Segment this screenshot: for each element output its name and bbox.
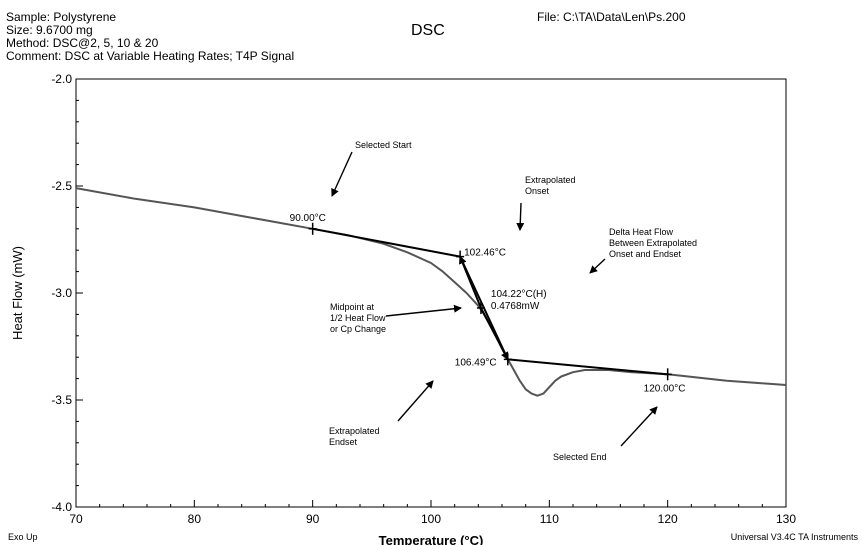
annotation-arrow <box>516 202 525 231</box>
annotation-text: or Cp Change <box>330 324 386 334</box>
x-axis-label: Temperature (°C) <box>379 533 484 545</box>
comment-label: Comment: DSC at Variable Heating Rates; … <box>6 49 295 63</box>
annotation-text: Between Extrapolated <box>609 238 697 248</box>
annotation-text: Selected End <box>553 452 607 462</box>
annotation-text: Delta Heat Flow <box>609 227 674 237</box>
x-tick-label: 130 <box>776 512 796 526</box>
annotation-text: Onset <box>525 186 550 196</box>
y-tick-label: -3.5 <box>51 393 72 407</box>
annotation-text: Onset and Endset <box>609 249 682 259</box>
annotation-arrow <box>331 151 353 197</box>
value-label: 106.49°C <box>455 357 497 368</box>
x-tick-label: 70 <box>69 512 83 526</box>
x-tick-label: 90 <box>306 512 320 526</box>
chart-title: DSC <box>411 22 445 39</box>
y-tick-label: -2.5 <box>51 179 72 193</box>
annotation-text: Extrapolated <box>329 426 380 436</box>
value-label: 90.00°C <box>290 213 326 224</box>
tangent-line <box>507 358 668 376</box>
size-label: Size: 9.6700 mg <box>6 23 93 37</box>
onset-arrow <box>459 255 482 309</box>
x-tick-label: 80 <box>188 512 202 526</box>
annotation-arrow <box>385 304 462 317</box>
x-tick-label: 100 <box>421 512 441 526</box>
value-label: 120.00°C <box>644 383 686 394</box>
sample-label: Sample: Polystyrene <box>6 10 117 24</box>
software-label: Universal V3.4C TA Instruments <box>731 532 859 542</box>
value-label: 0.4768mW <box>491 301 540 312</box>
y-axis-label: Heat Flow (mW) <box>10 246 25 340</box>
annotation-text: Selected Start <box>355 140 412 150</box>
annotation-text: Endset <box>329 437 358 447</box>
plot-frame <box>75 78 787 508</box>
annotation-arrow <box>589 258 606 274</box>
x-tick-label: 110 <box>540 512 559 526</box>
annotation-arrow <box>397 380 434 422</box>
y-tick-label: -2.0 <box>51 72 72 86</box>
value-label: 104.22°C(H) <box>491 289 547 300</box>
y-tick-label: -4.0 <box>51 500 72 514</box>
x-tick-label: 120 <box>658 512 678 526</box>
exo-up-label: Exo Up <box>8 532 38 542</box>
heat-flow-curve <box>75 187 787 397</box>
annotation-text: 1/2 Heat Flow <box>330 313 386 323</box>
annotation-arrow <box>620 406 658 447</box>
endset-arrow <box>480 307 509 361</box>
y-tick-label: -3.0 <box>51 286 72 300</box>
annotation-text: Extrapolated <box>525 175 576 185</box>
annotation-text: Midpoint at <box>330 302 375 312</box>
file-label: File: C:\TA\Data\Len\Ps.200 <box>537 10 686 24</box>
tangent-line <box>312 227 461 258</box>
value-label: 102.46°C <box>464 248 506 259</box>
method-label: Method: DSC@2, 5, 10 & 20 <box>6 36 159 50</box>
